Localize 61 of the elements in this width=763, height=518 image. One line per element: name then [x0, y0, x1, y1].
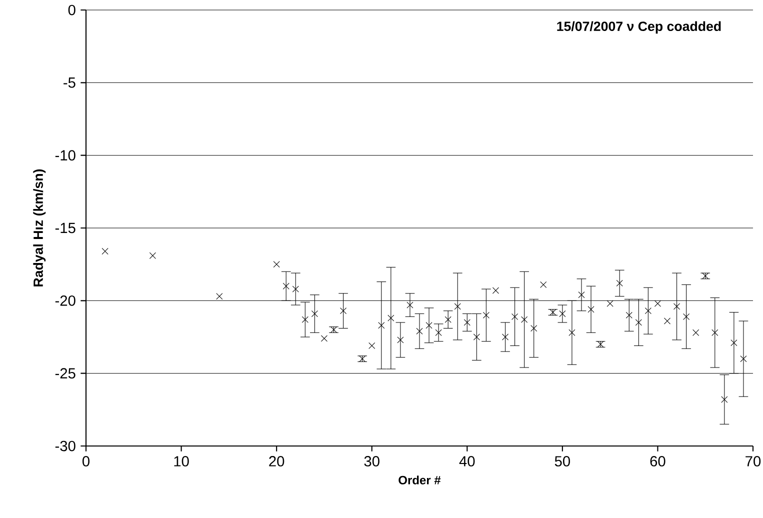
point	[149, 252, 156, 259]
point	[426, 322, 432, 329]
point	[664, 318, 671, 324]
point	[292, 286, 299, 292]
point	[740, 356, 747, 362]
point	[102, 248, 108, 255]
point	[320, 335, 328, 342]
point	[482, 312, 490, 318]
point	[302, 316, 308, 323]
point	[606, 300, 614, 307]
point	[311, 310, 318, 318]
point	[530, 324, 538, 332]
point	[416, 328, 423, 334]
point	[730, 340, 738, 346]
x-tick-label: 30	[364, 456, 380, 466]
point	[616, 280, 623, 287]
point	[692, 329, 700, 336]
point	[492, 287, 500, 294]
point	[626, 312, 632, 318]
point	[712, 329, 718, 336]
point	[654, 300, 661, 307]
point	[673, 303, 680, 310]
point	[397, 336, 404, 344]
point	[282, 282, 290, 290]
point	[721, 396, 728, 403]
point	[578, 292, 585, 298]
x-tick-label: 50	[554, 456, 570, 466]
y-tick-label: -15	[55, 222, 76, 234]
point	[273, 261, 280, 268]
point	[511, 313, 518, 320]
point	[378, 322, 385, 329]
point	[521, 316, 528, 323]
y-tick-label: -25	[55, 368, 76, 379]
x-axis-title: Order #	[398, 476, 441, 484]
y-tick-label: -5	[64, 78, 76, 88]
point	[435, 329, 442, 336]
point	[464, 319, 470, 326]
x-tick-label: 60	[650, 456, 666, 466]
y-tick-label: 0	[68, 4, 76, 16]
y-tick-label: -20	[55, 295, 76, 306]
point	[644, 308, 652, 314]
point	[406, 302, 414, 308]
x-tick-label: 0	[82, 456, 90, 466]
point	[635, 319, 642, 326]
point	[540, 281, 547, 288]
x-tick-label: 20	[269, 456, 284, 466]
y-tick-label: -30	[55, 440, 76, 452]
point	[359, 356, 366, 362]
x-tick-label: 10	[174, 456, 189, 466]
point	[568, 329, 576, 336]
point	[702, 272, 709, 280]
text: 15/07/2007 ν Cep coadded	[557, 21, 721, 34]
x-tick-label: 40	[459, 456, 475, 466]
point	[340, 308, 347, 314]
point	[216, 293, 223, 300]
point	[368, 342, 376, 350]
point	[683, 313, 690, 320]
y-axis-title: Radyal Hız (km/sn)	[33, 169, 46, 286]
y-tick-label: -10	[55, 150, 76, 161]
x-tick-label: 70	[746, 456, 761, 466]
point	[502, 334, 509, 340]
